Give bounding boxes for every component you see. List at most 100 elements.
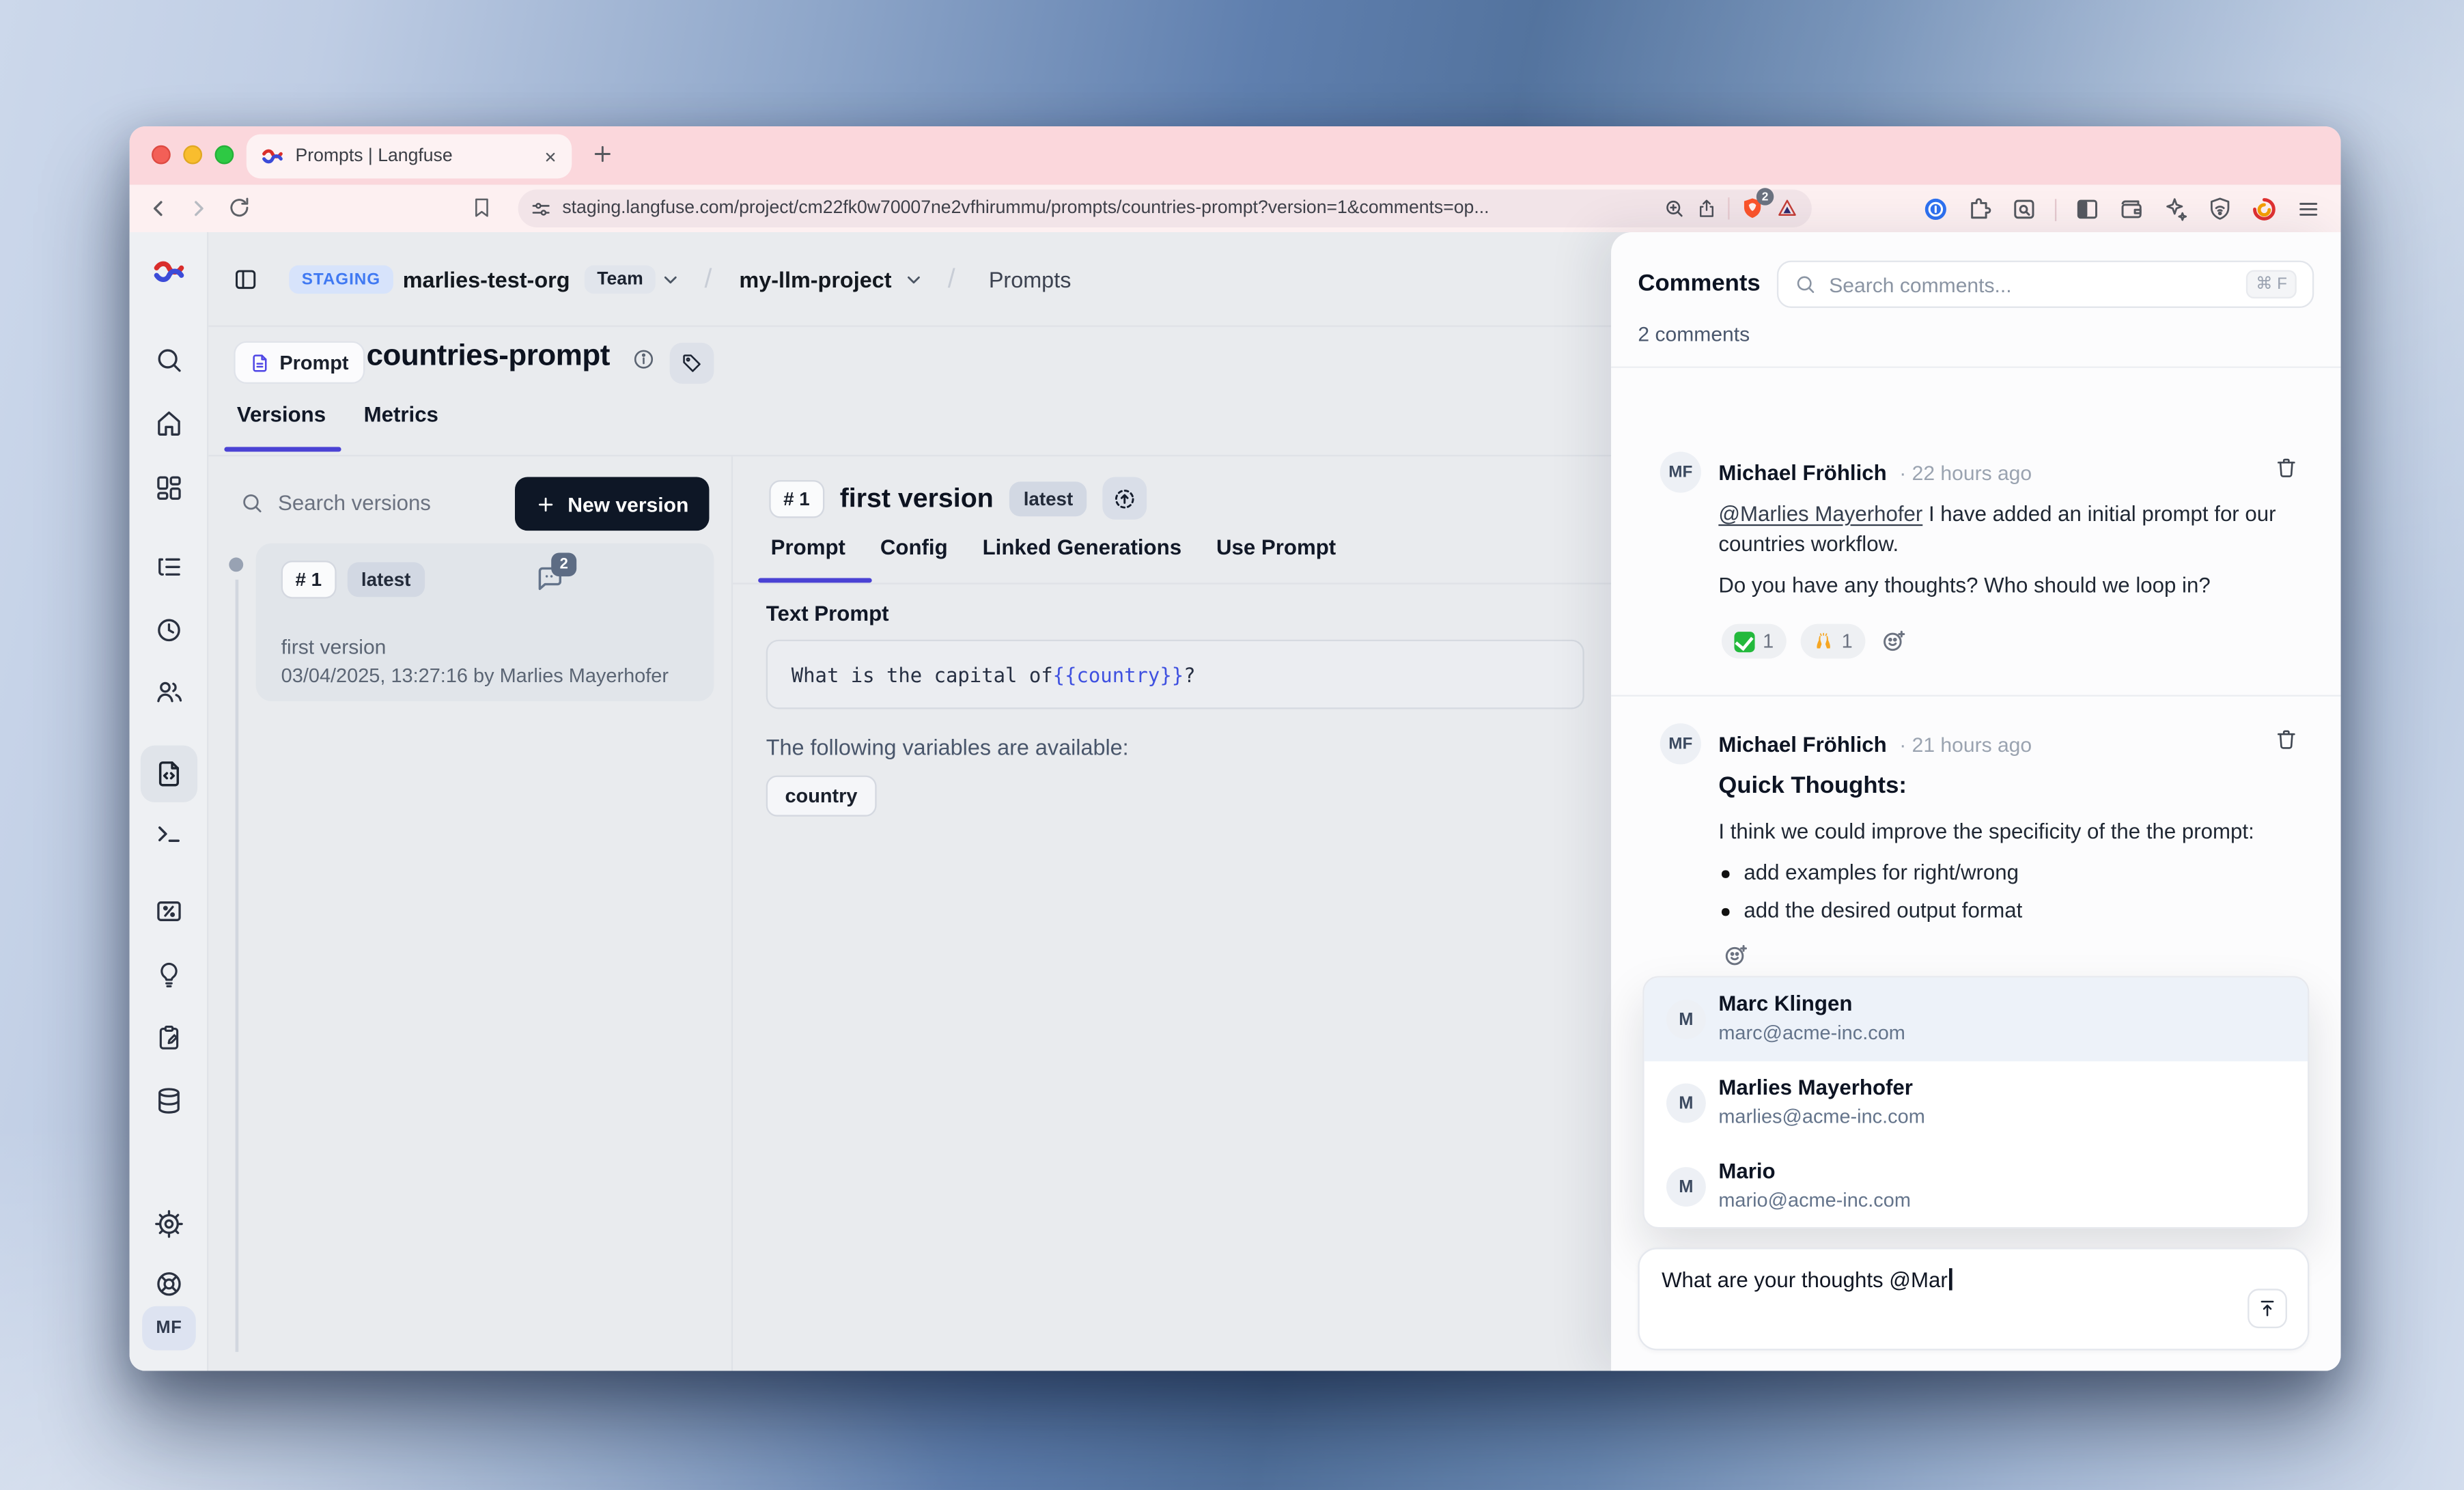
tab-title: Prompts | Langfuse xyxy=(295,147,453,166)
playground-terminal-icon[interactable] xyxy=(154,819,184,849)
mention-option[interactable]: M Mario mario@acme-inc.com xyxy=(1644,1145,2308,1227)
chevron-down-icon[interactable] xyxy=(660,268,681,289)
breadcrumb-org[interactable]: marlies-test-org xyxy=(402,266,570,292)
bullet-item: add examples for right/wrong xyxy=(1718,860,2022,884)
promote-version-button[interactable] xyxy=(1103,477,1147,520)
datasets-database-icon[interactable] xyxy=(154,1086,184,1116)
bookmark-icon[interactable] xyxy=(471,196,492,220)
versions-search-input[interactable] xyxy=(278,491,468,515)
toolbar-extensions-area xyxy=(1922,196,2322,223)
mention-option[interactable]: M Marc Klingen marc@acme-inc.com xyxy=(1644,977,2308,1062)
site-settings-icon[interactable] xyxy=(531,198,551,219)
window-minimize-button[interactable] xyxy=(183,144,203,164)
version-name: first version xyxy=(281,634,387,659)
extensions-puzzle-icon[interactable] xyxy=(1966,196,1993,223)
rewards-swirl-icon[interactable] xyxy=(2251,196,2278,223)
breadcrumb-section[interactable]: Prompts xyxy=(988,266,1072,292)
tab-versions[interactable]: Versions xyxy=(236,402,326,427)
evals-lightbulb-icon[interactable] xyxy=(155,959,184,989)
share-icon[interactable] xyxy=(1696,197,1717,219)
divider xyxy=(1611,366,2341,368)
url-bar[interactable]: staging.langfuse.com/project/cm22fk0w700… xyxy=(518,188,1812,228)
tab-linked-generations[interactable]: Linked Generations xyxy=(982,535,1182,559)
support-lifebuoy-icon[interactable] xyxy=(154,1269,184,1299)
ai-assistant-icon[interactable] xyxy=(2162,196,2189,223)
info-icon[interactable] xyxy=(632,348,656,371)
browser-tab[interactable]: Prompts | Langfuse xyxy=(246,134,572,179)
chevron-down-icon[interactable] xyxy=(904,268,924,289)
delete-comment-icon[interactable] xyxy=(2274,455,2298,480)
env-badge: STAGING xyxy=(289,264,393,294)
add-reaction-icon[interactable] xyxy=(1722,941,1750,970)
page-title: countries-prompt xyxy=(366,339,611,373)
settings-gear-icon[interactable] xyxy=(154,1209,184,1239)
comments-search-input[interactable] xyxy=(1829,272,2234,296)
tab-close-icon[interactable] xyxy=(544,150,558,164)
tab-metrics[interactable]: Metrics xyxy=(363,402,438,427)
dashboard-icon[interactable] xyxy=(154,473,184,503)
brave-shield-icon[interactable]: 2 xyxy=(1741,188,1774,221)
text-cursor xyxy=(1949,1268,1952,1291)
prompt-type-label: Prompt xyxy=(279,351,349,374)
reaction-check[interactable]: 1 xyxy=(1721,623,1787,659)
scores-icon[interactable] xyxy=(154,897,184,927)
zoom-page-icon[interactable] xyxy=(1663,197,1685,219)
tag-button[interactable] xyxy=(669,342,714,384)
url-text: staging.langfuse.com/project/cm22fk0w700… xyxy=(562,199,1489,219)
tracing-icon[interactable] xyxy=(154,552,184,582)
org-role-badge[interactable]: Team xyxy=(584,264,656,294)
back-button[interactable] xyxy=(145,196,171,221)
home-icon[interactable] xyxy=(154,408,184,438)
search-tabs-icon[interactable] xyxy=(2011,196,2037,223)
comment-author: Michael Fröhlich xyxy=(1718,733,1887,757)
prompts-icon[interactable] xyxy=(154,759,184,789)
vpn-shield-icon[interactable] xyxy=(2207,196,2233,223)
annotation-clipboard-icon[interactable] xyxy=(155,1023,184,1053)
user-avatar[interactable]: MF xyxy=(142,1306,196,1351)
tab-use-prompt[interactable]: Use Prompt xyxy=(1216,535,1336,559)
mention-dropdown: M Marc Klingen marc@acme-inc.com M Marli… xyxy=(1642,976,2310,1229)
versions-panel: New version # 1 latest 2 first version 0… xyxy=(208,456,731,1370)
sidebar-toggle-icon[interactable] xyxy=(2074,196,2101,223)
window-close-button[interactable] xyxy=(152,144,171,164)
panel-left-toggle-icon[interactable] xyxy=(232,266,259,292)
variable-pill: country xyxy=(766,775,877,817)
comments-bubble-icon[interactable]: 2 xyxy=(534,552,577,595)
comment-input[interactable]: What are your thoughts @Mar xyxy=(1638,1248,2310,1351)
users-icon[interactable] xyxy=(153,677,184,707)
comment-time: · 21 hours ago xyxy=(1899,733,2032,757)
reload-button[interactable] xyxy=(227,196,251,220)
version-card[interactable]: # 1 latest 2 first version 03/04/2025, 1… xyxy=(255,543,714,701)
window-zoom-button[interactable] xyxy=(214,144,234,164)
avatar: MF xyxy=(1660,451,1701,493)
add-reaction-icon[interactable] xyxy=(1879,627,1908,656)
reaction-raised-hands[interactable]: 1 xyxy=(1800,623,1866,659)
version-title: first version xyxy=(839,482,994,513)
tab-config[interactable]: Config xyxy=(880,535,948,559)
new-version-button[interactable]: New version xyxy=(515,477,710,531)
versions-search[interactable] xyxy=(240,491,468,515)
comment-text: I have added an initial prompt for our c… xyxy=(1718,502,2276,555)
tab-prompt[interactable]: Prompt xyxy=(770,535,845,559)
menu-icon[interactable] xyxy=(2295,197,2322,221)
password-manager-icon[interactable] xyxy=(1922,196,1949,223)
mention-option[interactable]: M Marlies Mayerhofer marlies@acme-inc.co… xyxy=(1644,1061,2308,1145)
comment-time: · 22 hours ago xyxy=(1899,461,2032,486)
new-tab-button[interactable] xyxy=(591,142,615,166)
wallet-icon[interactable] xyxy=(2118,196,2144,223)
delete-comment-icon[interactable] xyxy=(2274,727,2298,752)
submit-comment-button[interactable] xyxy=(2248,1289,2287,1329)
search-icon[interactable] xyxy=(154,345,184,375)
forward-button[interactable] xyxy=(186,196,212,221)
brave-rewards-icon[interactable] xyxy=(1776,197,1800,219)
nav-active-highlight xyxy=(140,745,198,802)
breadcrumb-project[interactable]: my-llm-project xyxy=(739,266,892,292)
sessions-clock-icon[interactable] xyxy=(154,615,184,645)
comments-search[interactable]: ⌘ F xyxy=(1776,260,2314,308)
divider xyxy=(208,455,1612,457)
mention-link[interactable]: @Marlies Mayerhofer xyxy=(1718,502,1923,526)
prompt-text: ? xyxy=(1184,662,1196,686)
version-number-badge: # 1 xyxy=(769,479,824,518)
prompt-variable: {{country}} xyxy=(1052,662,1184,686)
